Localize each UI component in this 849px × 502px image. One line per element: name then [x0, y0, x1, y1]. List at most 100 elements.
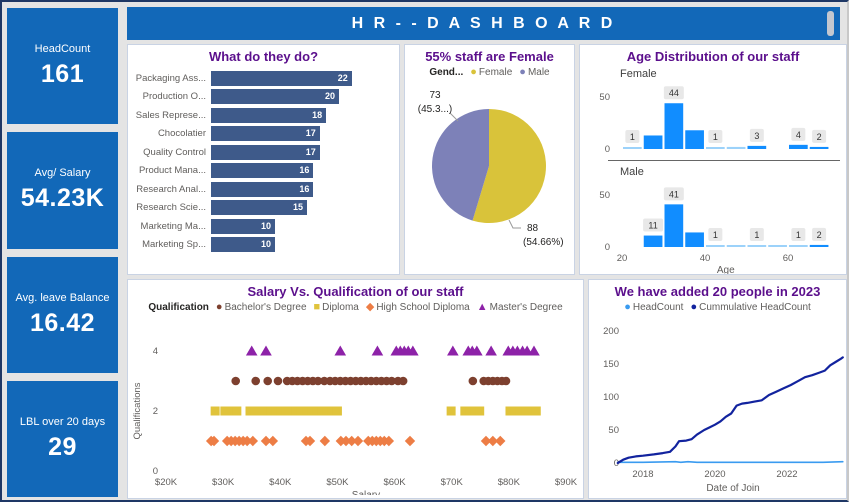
- legend-label: Master's Degree: [489, 302, 563, 313]
- growth-chart-title: We have added 20 people in 2023: [614, 284, 821, 299]
- age-distribution-panel: Age Distribution of our staff Female 50 0 1…: [579, 44, 847, 275]
- scatter-legend-item[interactable]: ▲ Master's Degree: [476, 301, 563, 314]
- role-bar[interactable]: 17: [211, 144, 320, 160]
- role-bar-value: 20: [324, 91, 335, 102]
- svg-text:1: 1: [796, 230, 801, 240]
- role-bar-value: 18: [312, 109, 323, 120]
- role-bar[interactable]: 16: [211, 181, 314, 197]
- header-scrollbar-pill[interactable]: [827, 11, 834, 36]
- svg-text:3: 3: [754, 131, 759, 141]
- legend-dot-icon: ●: [690, 301, 698, 313]
- role-bar[interactable]: 15: [211, 200, 307, 216]
- gender-pie-canvas[interactable]: 73 (45.3...) 88 (54.66%): [405, 78, 573, 258]
- role-category-label: Sales Represe...: [135, 109, 206, 121]
- kpi-value: 16.42: [29, 308, 96, 337]
- svg-text:Qualifications: Qualifications: [132, 382, 143, 439]
- growth-legend-item[interactable]: ● Cummulative HeadCount: [690, 301, 811, 314]
- role-bar-value: 16: [299, 165, 310, 176]
- role-bar[interactable]: 18: [211, 107, 327, 123]
- kpi-card-avg-salary[interactable]: Avg/ Salary 54.23K: [7, 132, 118, 249]
- svg-text:4: 4: [153, 346, 158, 357]
- scatter-legend-item[interactable]: ● Bachelor's Degree: [216, 302, 307, 314]
- svg-text:4: 4: [796, 130, 801, 140]
- svg-text:0: 0: [614, 458, 619, 469]
- scatter-chart-body: 0 2 4 Qualifications $20K $30K $40K $50K $60K $70…: [128, 313, 583, 495]
- svg-text:$40K: $40K: [269, 477, 292, 488]
- svg-text:50: 50: [599, 190, 610, 201]
- svg-text:20: 20: [617, 253, 628, 264]
- role-bar-value: 17: [305, 128, 316, 139]
- svg-text:0: 0: [605, 242, 610, 253]
- svg-text:Female: Female: [620, 68, 657, 80]
- role-bar-row[interactable]: Marketing Sp... 10: [128, 236, 399, 255]
- triangle-marker-icon: ▲: [476, 301, 488, 313]
- scatter-legend-item[interactable]: ■ Diploma: [313, 301, 359, 314]
- svg-text:2: 2: [817, 230, 822, 240]
- gender-chart-title: 55% staff are Female: [425, 49, 554, 64]
- role-category-label: Quality Control: [143, 146, 206, 158]
- kpi-card-avg-leave-balance[interactable]: Avg. leave Balance 16.42: [7, 256, 118, 373]
- svg-text:$90K: $90K: [555, 477, 578, 488]
- svg-text:(45.3...): (45.3...): [418, 104, 452, 115]
- dashboard-header: H R - - D A S H B O A R D: [127, 7, 840, 40]
- svg-text:Salary: Salary: [352, 490, 380, 495]
- kpi-sidebar: HeadCount 161 Avg/ Salary 54.23K Avg. le…: [7, 8, 118, 497]
- roles-bar-chart-panel: What do they do? Packaging Ass... 22 Produ…: [127, 44, 400, 275]
- role-bar-row[interactable]: Product Mana... 16: [128, 162, 399, 181]
- role-bar[interactable]: 20: [211, 89, 339, 105]
- svg-text:40: 40: [700, 253, 711, 264]
- role-bar-row[interactable]: Quality Control 17: [128, 143, 399, 162]
- roles-chart-title: What do they do?: [208, 49, 319, 64]
- svg-text:$60K: $60K: [383, 477, 406, 488]
- scatter-legend-item[interactable]: ◆ High School Diploma: [366, 302, 470, 314]
- role-bar-row[interactable]: Research Scie... 15: [128, 199, 399, 218]
- role-bar[interactable]: 22: [211, 70, 352, 86]
- svg-text:88: 88: [527, 223, 539, 234]
- gender-legend-item[interactable]: ● Male: [519, 66, 549, 79]
- role-bar-row[interactable]: Research Anal... 16: [128, 180, 399, 199]
- role-bar[interactable]: 10: [211, 237, 275, 253]
- growth-legend-item[interactable]: ● HeadCount: [624, 301, 684, 314]
- role-bar-row[interactable]: Sales Represe... 18: [128, 106, 399, 125]
- scatter-chart-title: Salary Vs. Qualification of our staff: [247, 284, 464, 299]
- scatter-canvas[interactable]: 0 2 4 Qualifications $20K $30K $40K $50K $60K $70…: [128, 313, 583, 495]
- svg-text:200: 200: [603, 326, 619, 337]
- legend-label: HeadCount: [632, 302, 684, 313]
- svg-text:50: 50: [599, 92, 610, 103]
- legend-label: High School Diploma: [376, 302, 470, 313]
- kpi-card-headcount[interactable]: HeadCount 161: [7, 8, 118, 125]
- legend-dot-icon: ●: [519, 66, 526, 78]
- legend-label: Cummulative HeadCount: [699, 302, 811, 313]
- gender-legend-item[interactable]: ● Female: [470, 67, 512, 79]
- role-bar-row[interactable]: Marketing Ma... 10: [128, 217, 399, 236]
- role-bar[interactable]: 16: [211, 163, 314, 179]
- role-bar-value: 17: [305, 146, 316, 157]
- legend-dot-icon: ●: [624, 301, 631, 313]
- svg-text:41: 41: [669, 189, 679, 199]
- kpi-card-lbl-over-20-days[interactable]: LBL over 20 days 29: [7, 380, 118, 497]
- svg-text:60: 60: [783, 253, 794, 264]
- role-bar[interactable]: 17: [211, 126, 320, 142]
- kpi-value: 29: [48, 432, 77, 461]
- svg-text:$70K: $70K: [441, 477, 464, 488]
- role-bar-row[interactable]: Chocolatier 17: [128, 125, 399, 144]
- square-marker-icon: ■: [313, 301, 321, 313]
- growth-line-canvas[interactable]: 0 50 100 150 200 2018 2020 2022 Date of Join: [589, 313, 846, 495]
- role-category-label: Production O...: [142, 91, 206, 103]
- svg-text:2: 2: [817, 132, 822, 142]
- role-bar-row[interactable]: Packaging Ass... 22: [128, 69, 399, 88]
- svg-text:73: 73: [429, 90, 441, 101]
- salary-qualification-panel: Salary Vs. Qualification of our staff Qu…: [127, 279, 584, 499]
- role-bar[interactable]: 10: [211, 218, 275, 234]
- role-bar-row[interactable]: Production O... 20: [128, 88, 399, 107]
- age-chart-title: Age Distribution of our staff: [626, 49, 800, 64]
- growth-line-panel: We have added 20 people in 2023 ● HeadCou…: [588, 279, 847, 499]
- svg-text:2022: 2022: [776, 469, 797, 480]
- growth-chart-body: 0 50 100 150 200 2018 2020 2022 Date of Join: [589, 313, 846, 495]
- role-category-label: Research Scie...: [136, 202, 206, 214]
- gender-legend-title: Gend...: [429, 67, 464, 78]
- svg-text:$50K: $50K: [326, 477, 349, 488]
- role-bar-value: 10: [260, 220, 271, 231]
- svg-text:Date of Join: Date of Join: [706, 483, 759, 494]
